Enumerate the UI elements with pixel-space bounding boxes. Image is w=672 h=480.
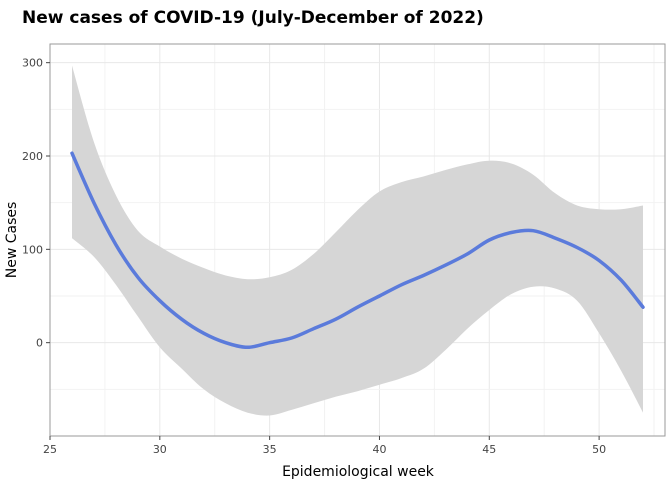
y-tick-label: 0 xyxy=(36,337,43,350)
y-tick-label: 300 xyxy=(22,57,43,70)
y-tick-label: 200 xyxy=(22,150,43,163)
y-tick-label: 100 xyxy=(22,243,43,256)
trend-line xyxy=(70,151,645,350)
plot-frame xyxy=(49,43,666,437)
x-tick-label: 25 xyxy=(43,443,57,456)
y-axis-label: New Cases xyxy=(4,202,20,279)
x-tick-label: 35 xyxy=(263,443,277,456)
x-axis-ticks: 25 30 35 40 45 50 xyxy=(43,436,606,456)
chart-title: New cases of COVID-19 (July-December of … xyxy=(22,8,484,28)
x-axis-label: Epidemiological week xyxy=(282,464,435,480)
confidence-band xyxy=(72,65,643,416)
x-tick-label: 40 xyxy=(372,443,386,456)
x-tick-label: 45 xyxy=(482,443,496,456)
y-axis-ticks: 0 100 200 300 xyxy=(22,57,50,350)
x-tick-label: 30 xyxy=(153,443,167,456)
x-tick-label: 50 xyxy=(592,443,606,456)
